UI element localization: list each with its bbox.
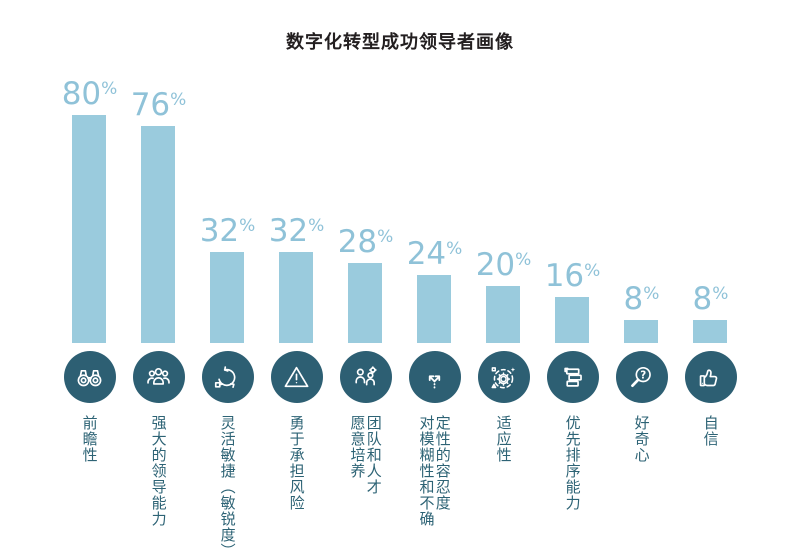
category-label: 适应性 xyxy=(494,415,513,463)
value-label: 8% xyxy=(692,281,729,317)
bar xyxy=(210,252,245,343)
bar-column: 24% 定性的容忍度 对模糊性和不确 xyxy=(400,79,469,528)
category-label: 灵活敏捷（敏锐度） xyxy=(218,415,237,559)
bar-column: 32% 灵活敏捷（敏锐度） xyxy=(193,79,262,559)
bar-column: 76% 强大的领导能力 xyxy=(124,79,193,528)
bar xyxy=(624,320,659,343)
value-label: 28% xyxy=(337,224,394,260)
bar-chart: 80% 前瞻性 76% xyxy=(0,79,800,559)
bar-column: 28% 团队和人才 愿意培养 xyxy=(331,79,400,496)
percent-sign: % xyxy=(170,90,187,110)
value-label: 32% xyxy=(199,213,256,249)
bar xyxy=(279,252,314,343)
category-label: 团队和人才 愿意培养 xyxy=(348,415,383,495)
team-people-icon xyxy=(132,351,185,403)
value-label: 8% xyxy=(623,281,660,317)
value-label: 80% xyxy=(61,76,118,112)
bar xyxy=(72,115,107,343)
svg-text:?: ? xyxy=(640,369,646,381)
bar xyxy=(348,263,383,343)
bar xyxy=(486,286,521,343)
category-label: 好奇心 xyxy=(632,415,651,463)
percent-sign: % xyxy=(446,239,463,259)
percent-sign: % xyxy=(515,250,532,270)
category-label: 优先排序能力 xyxy=(563,415,582,511)
warning-triangle-icon xyxy=(270,351,323,403)
percent-sign: % xyxy=(377,227,394,247)
agile-loop-icon xyxy=(201,351,254,403)
talent-gear-icon xyxy=(339,351,392,403)
bar-column: 80% 前瞻性 xyxy=(55,76,124,464)
category-label: 强大的领导能力 xyxy=(149,415,168,527)
percent-sign: % xyxy=(101,79,118,99)
value-label: 24% xyxy=(406,236,463,272)
category-label: 自信 xyxy=(701,415,720,447)
thumbs-up-icon xyxy=(684,351,737,403)
bar-column: 20% 适应性 xyxy=(469,79,538,464)
bar-column: 8% ? 好奇心 xyxy=(607,79,676,463)
value-label: 76% xyxy=(130,87,187,123)
chart-title: 数字化转型成功领导者画像 xyxy=(286,32,514,53)
percent-sign: % xyxy=(239,216,256,236)
percent-sign: % xyxy=(643,284,660,304)
bar xyxy=(693,320,728,343)
branching-arrows-icon xyxy=(408,351,461,403)
magnifier-question-icon: ? xyxy=(615,351,668,403)
value-label: 16% xyxy=(544,258,601,294)
percent-sign: % xyxy=(712,284,729,304)
bar xyxy=(555,297,590,343)
bar-column: 16% 优先排序能力 xyxy=(538,79,607,512)
value-label: 20% xyxy=(475,247,532,283)
bar-column: 8% 自信 xyxy=(676,79,745,447)
category-label: 前瞻性 xyxy=(80,415,99,463)
bar xyxy=(417,275,452,343)
binoculars-icon xyxy=(63,351,116,403)
gear-cycle-icon xyxy=(477,351,530,403)
bar xyxy=(141,126,176,343)
percent-sign: % xyxy=(584,261,601,281)
value-label: 32% xyxy=(268,213,325,249)
stacked-list-icon xyxy=(546,351,599,403)
bar-column: 32% 勇于承担风险 xyxy=(262,79,331,512)
category-label: 定性的容忍度 对模糊性和不确 xyxy=(417,415,452,527)
category-label: 勇于承担风险 xyxy=(287,415,306,511)
percent-sign: % xyxy=(308,216,325,236)
